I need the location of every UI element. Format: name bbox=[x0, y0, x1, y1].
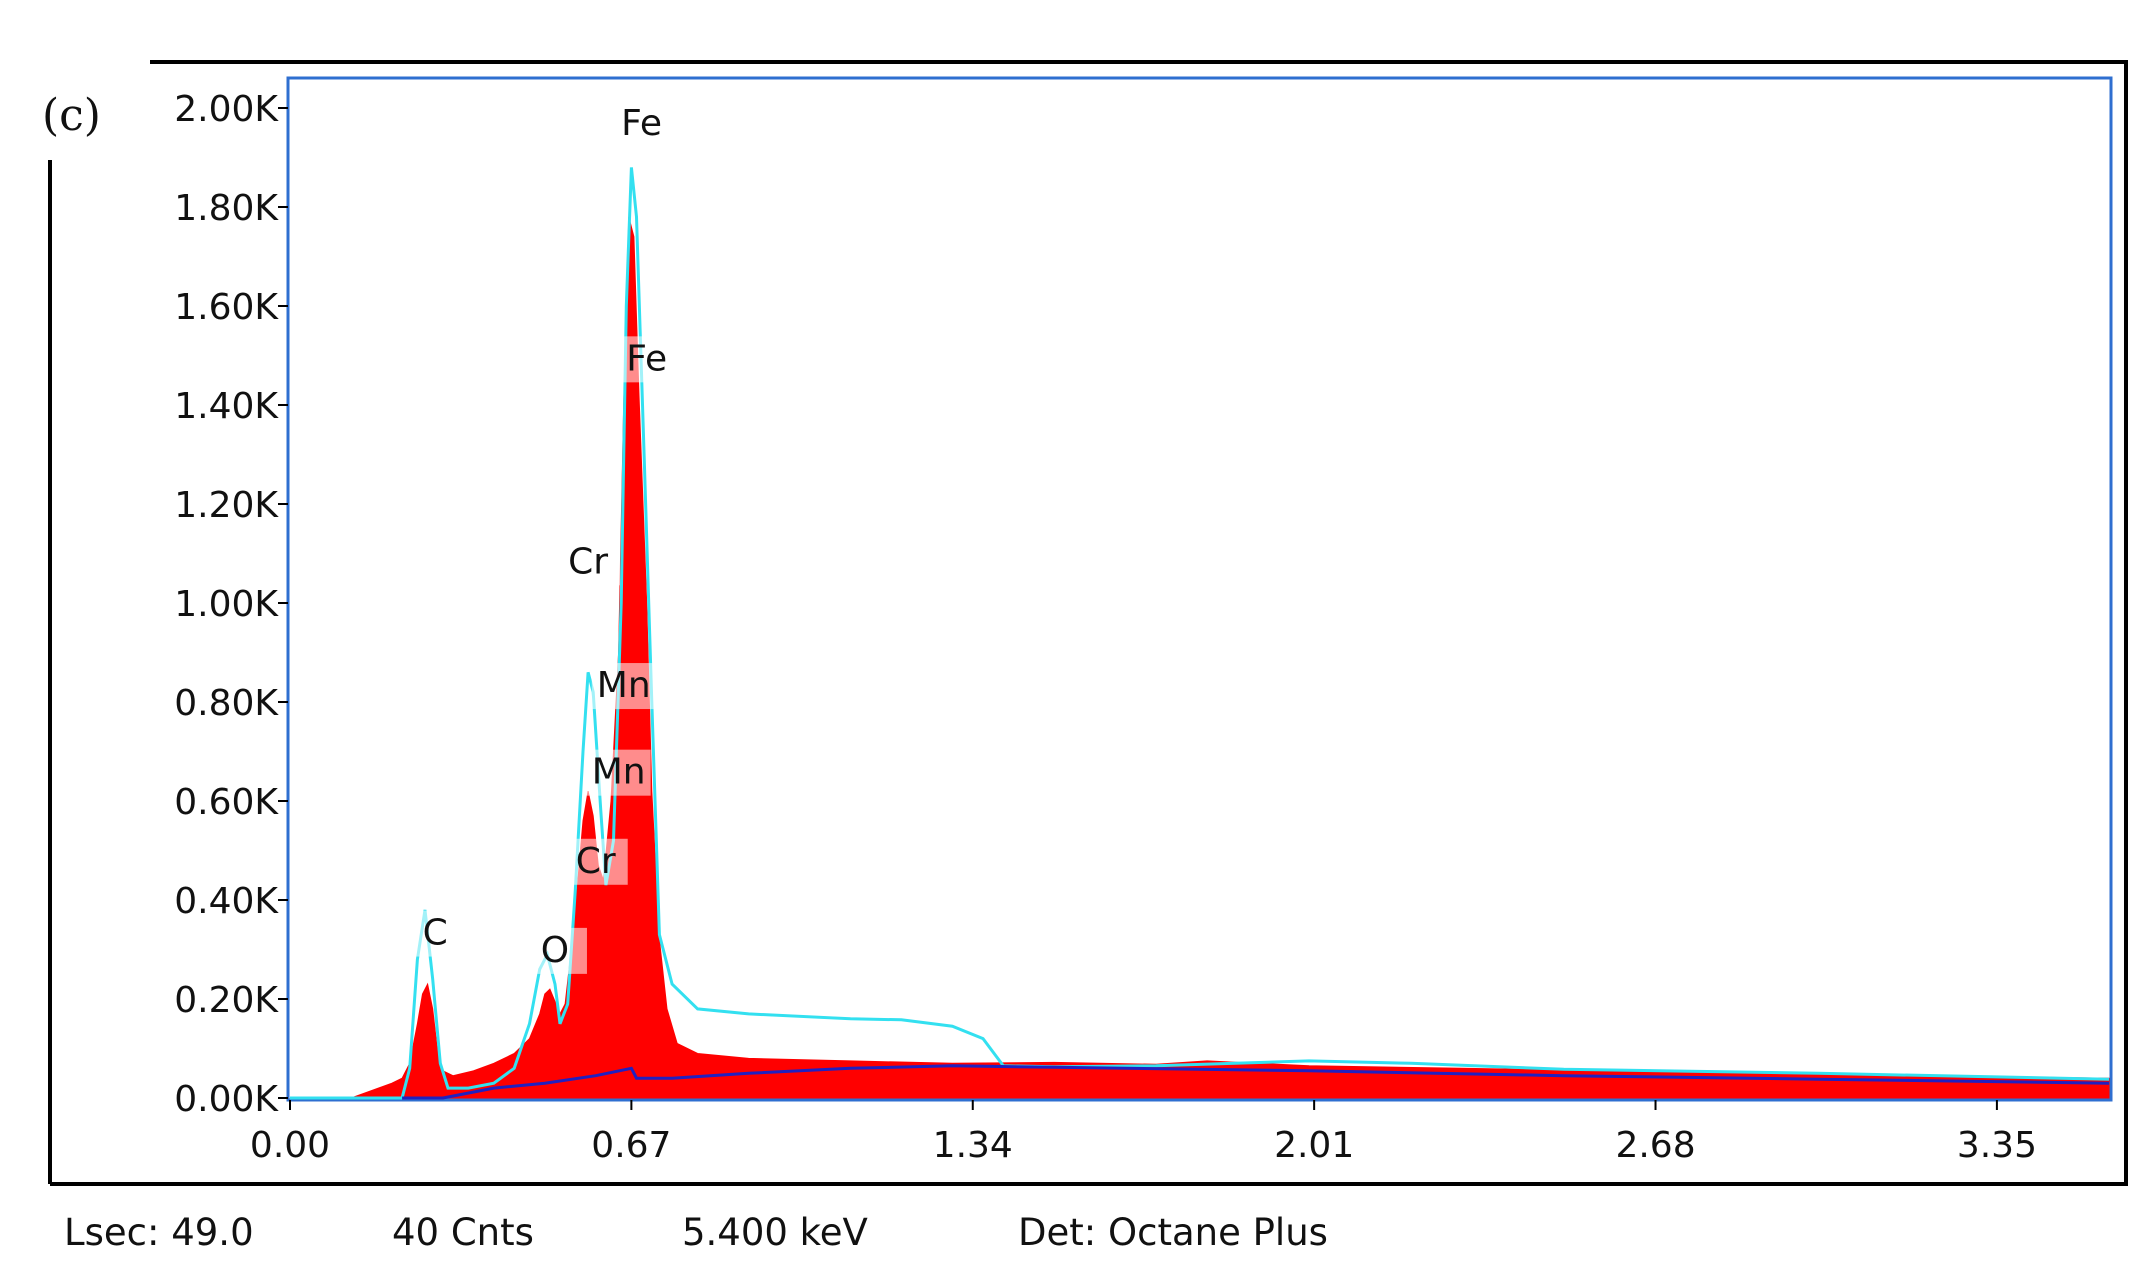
peak-label-cr: Cr bbox=[568, 541, 608, 582]
status-bar: Lsec: 49.0 40 Cnts 5.400 keV Det: Octane… bbox=[64, 1211, 1328, 1254]
x-tick-label: 3.35 bbox=[1957, 1125, 2037, 1166]
peak-label-backdrop bbox=[563, 838, 628, 885]
y-axis: 0.00K 0.20K 0.40K 0.60K 0.80K 1.00K 1.20K 1.40K… bbox=[174, 89, 288, 1120]
peak-label-layer: Fe Fe Cr Mn Mn Cr C O bbox=[403, 101, 679, 974]
peak-label-backdrop bbox=[609, 101, 674, 148]
panel-label: (c) bbox=[42, 90, 101, 141]
peak-label-backdrop bbox=[556, 539, 621, 586]
x-tick-label: 0.00 bbox=[250, 1125, 330, 1166]
peak-label-c: C bbox=[423, 913, 448, 954]
background-line bbox=[402, 1064, 2110, 1100]
y-tick-label: 1.80K bbox=[174, 188, 279, 229]
peak-label-mn: Mn bbox=[592, 752, 646, 793]
peak-label-backdrop bbox=[403, 910, 468, 957]
x-tick-label: 1.34 bbox=[933, 1125, 1013, 1166]
y-tick-label: 0.40K bbox=[174, 881, 279, 922]
y-tick-label: 1.00K bbox=[174, 584, 279, 625]
peak-label-fe: Fe bbox=[621, 103, 662, 144]
peak-label-backdrop bbox=[522, 927, 587, 974]
y-tick-label: 1.40K bbox=[174, 386, 279, 427]
y-tick-label: 0.80K bbox=[174, 683, 279, 724]
y-tick-label: 0.20K bbox=[174, 980, 279, 1021]
peak-label-fe: Fe bbox=[626, 338, 667, 379]
y-tick-label: 0.60K bbox=[174, 782, 279, 823]
y-tick-label: 1.20K bbox=[174, 485, 279, 526]
x-tick-label: 0.67 bbox=[591, 1125, 671, 1166]
y-tick-label: 1.60K bbox=[174, 287, 279, 328]
x-tick-label: 2.01 bbox=[1274, 1125, 1354, 1166]
outer-frame bbox=[48, 60, 2128, 1186]
peak-label-mn: Mn bbox=[597, 665, 651, 706]
x-axis: 0.00 0.67 1.34 2.01 2.68 3.35 bbox=[250, 1100, 2037, 1166]
status-lsec: Lsec: 49.0 bbox=[64, 1211, 254, 1254]
y-tick-label: 2.00K bbox=[174, 89, 279, 130]
peak-label-cr: Cr bbox=[576, 841, 616, 882]
peak-label-backdrop bbox=[586, 749, 651, 796]
y-tick-label: 0.00K bbox=[174, 1079, 279, 1120]
x-tick-label: 2.68 bbox=[1615, 1125, 1695, 1166]
plot-area: Fe Fe Cr Mn Mn Cr C O bbox=[286, 76, 2113, 1102]
peak-label-backdrop bbox=[591, 663, 656, 710]
peak-label-backdrop bbox=[614, 336, 679, 383]
status-energy: 5.400 keV bbox=[682, 1211, 868, 1254]
peak-label-o: O bbox=[541, 930, 569, 971]
status-detector: Det: Octane Plus bbox=[1018, 1211, 1328, 1254]
status-counts: 40 Cnts bbox=[392, 1211, 534, 1254]
